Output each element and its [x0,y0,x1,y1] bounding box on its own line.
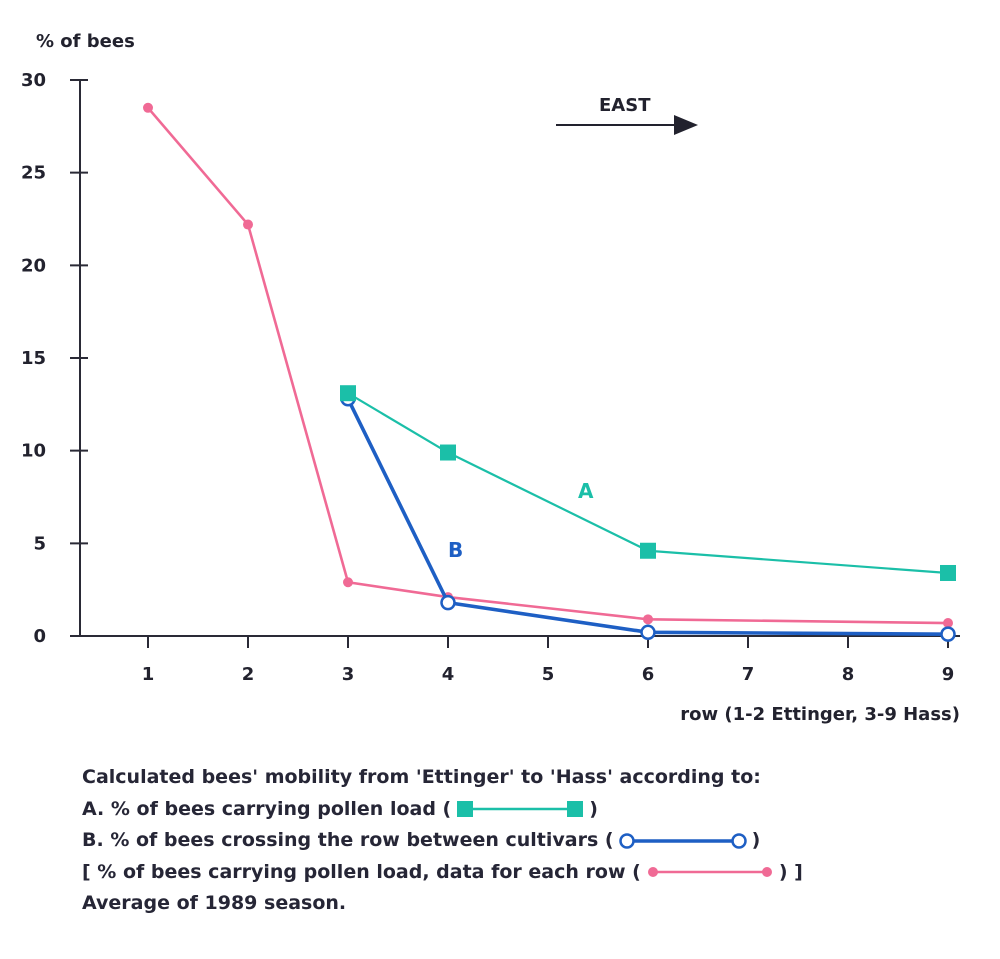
data-point-b [640,624,656,641]
x-tick-label: 8 [842,664,855,685]
data-point-a [440,444,456,461]
y-axis-title: % of bees [36,31,135,52]
data-point-rows [943,618,953,629]
caption-b-text: B. % of bees crossing the row between cu… [82,829,614,851]
caption-season: Average of 1989 season. [82,892,347,914]
data-point-rows [243,219,253,230]
axes [79,80,960,637]
legend-swatch-rows [647,867,772,878]
legend-swatch-a [457,801,584,818]
series-a [340,385,956,581]
series-b [340,391,956,642]
x-tick-label: 2 [242,664,255,685]
data-point-rows [143,102,153,113]
y-tick-label: 0 [33,626,46,647]
series-line-rows [147,106,949,625]
x-axis-title: row (1-2 Ettinger, 3-9 Hass) [680,704,960,725]
y-tick-label: 30 [21,70,46,91]
legend-marker-a-end [567,801,584,818]
series-line-b [346,397,949,636]
legend-marker-a-start [457,801,474,818]
caption-intro: Calculated bees' mobility from 'Ettinger… [82,766,761,788]
y-axis-ticks: 0 5 10 15 20 25 30 [21,70,88,647]
data-point-rows [343,577,353,588]
figure-caption: Calculated bees' mobility from 'Ettinger… [82,762,982,920]
y-tick-label: 15 [21,348,46,369]
x-tick-label: 1 [142,664,155,685]
caption-line-a: A. % of bees carrying pollen load ( ) [82,794,982,826]
series-rows [143,102,953,629]
data-point-a [640,542,656,559]
x-tick-label: 3 [342,664,355,685]
caption-line-1: Calculated bees' mobility from 'Ettinger… [82,762,982,794]
legend-marker-rows-end [761,867,772,878]
x-axis-ticks: 1 2 3 4 5 6 7 8 9 [142,635,955,685]
east-label: EAST [599,95,651,116]
x-tick-label: 6 [642,664,655,685]
legend-swatch-b [618,833,747,849]
caption-line-c: [ % of bees carrying pollen load, data f… [82,857,982,889]
caption-b-close: ) [751,829,761,851]
x-tick-label: 9 [942,664,955,685]
caption-line-last: Average of 1989 season. [82,888,982,920]
x-tick-label: 7 [742,664,755,685]
x-tick-label: 5 [542,664,555,685]
data-point-rows [643,614,653,625]
caption-a-text: A. % of bees carrying pollen load ( [82,797,452,820]
caption-c-text: [ % of bees carrying pollen load, data f… [82,860,641,883]
y-tick-label: 10 [21,441,46,462]
y-tick-label: 20 [21,255,46,276]
caption-c-close: ) ] [778,860,803,883]
series-label-a: A [578,479,594,503]
y-tick-label: 25 [21,163,46,184]
data-point-a [940,564,956,581]
legend-marker-b-end [730,833,747,849]
data-point-b [940,626,956,642]
series-layer [143,102,956,642]
y-tick-label: 5 [33,533,46,554]
legend-marker-rows-start [647,867,658,878]
series-label-b: B [448,538,463,562]
x-tick-label: 4 [442,664,455,685]
caption-a-close: ) [589,797,598,820]
caption-line-b: B. % of bees crossing the row between cu… [82,825,982,857]
legend-marker-b-start [618,833,635,849]
series-line-a [347,392,949,575]
line-chart: % of bees 0 5 10 15 20 25 30 1 2 3 4 5 6 7 8 9 row (1-… [21,31,960,725]
data-point-b [440,594,456,611]
data-point-a [340,385,356,402]
direction-indicator: EAST [556,95,698,135]
